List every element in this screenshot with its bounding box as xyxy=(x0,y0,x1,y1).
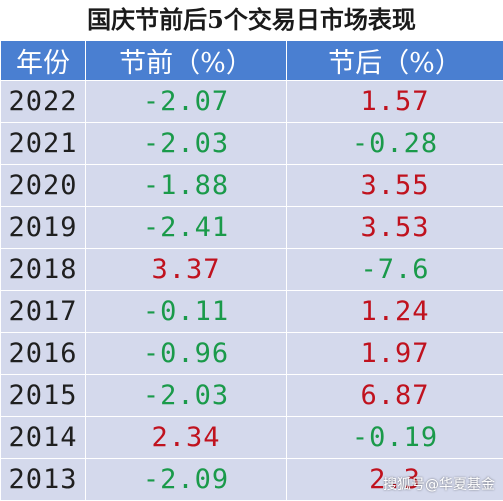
header-year: 年份 xyxy=(1,41,86,81)
after-value-cell: 3.55 xyxy=(287,165,503,207)
table-row: 2021-2.03-0.28 xyxy=(1,123,503,165)
after-value-cell: 1.97 xyxy=(287,333,503,375)
after-value-cell: 6.87 xyxy=(287,375,503,417)
before-value-cell: 2.34 xyxy=(86,417,287,459)
table-title: 国庆节前后5个交易日市场表现 xyxy=(0,0,503,40)
header-row: 年份 节前（%） 节后（%） xyxy=(1,41,503,81)
after-value-cell: 1.57 xyxy=(287,81,503,123)
after-value-cell: 1.24 xyxy=(287,291,503,333)
watermark: 搜狐号@华夏基金 xyxy=(383,474,495,494)
before-value-cell: -1.88 xyxy=(86,165,287,207)
after-value-cell: -7.6 xyxy=(287,249,503,291)
year-cell: 2013 xyxy=(1,459,86,501)
before-value-cell: -0.11 xyxy=(86,291,287,333)
header-before: 节前（%） xyxy=(86,41,287,81)
year-cell: 2017 xyxy=(1,291,86,333)
year-cell: 2018 xyxy=(1,249,86,291)
year-cell: 2019 xyxy=(1,207,86,249)
before-value-cell: -2.09 xyxy=(86,459,287,501)
year-cell: 2014 xyxy=(1,417,86,459)
before-value-cell: -2.03 xyxy=(86,123,287,165)
year-cell: 2022 xyxy=(1,81,86,123)
year-cell: 2016 xyxy=(1,333,86,375)
after-value-cell: -0.28 xyxy=(287,123,503,165)
year-cell: 2021 xyxy=(1,123,86,165)
before-value-cell: -0.96 xyxy=(86,333,287,375)
after-value-cell: -0.19 xyxy=(287,417,503,459)
year-cell: 2020 xyxy=(1,165,86,207)
year-cell: 2015 xyxy=(1,375,86,417)
before-value-cell: -2.41 xyxy=(86,207,287,249)
header-after: 节后（%） xyxy=(287,41,503,81)
before-value-cell: -2.07 xyxy=(86,81,287,123)
before-value-cell: 3.37 xyxy=(86,249,287,291)
before-value-cell: -2.03 xyxy=(86,375,287,417)
after-value-cell: 3.53 xyxy=(287,207,503,249)
